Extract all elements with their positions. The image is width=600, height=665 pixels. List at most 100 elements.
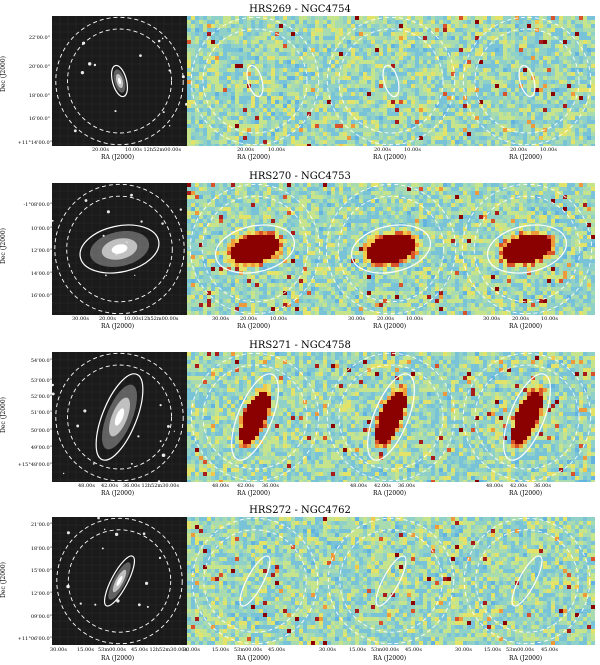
star <box>52 383 55 387</box>
star <box>179 208 183 211</box>
background-annulus-outer <box>189 183 321 315</box>
ra-tick: 10.00s12h52m00.00s <box>124 316 179 322</box>
dec-tick: +11°06'00.0" <box>17 636 52 642</box>
dec-tick: 10'00.0" <box>30 226 52 232</box>
ra-tick: 36.00s <box>534 483 551 489</box>
ra-tick: 20.00s <box>510 147 527 153</box>
ra-tick: 15.00s <box>484 647 501 653</box>
optical-image <box>52 16 187 146</box>
background-annulus-outer <box>461 183 593 315</box>
star <box>139 54 142 57</box>
background-annulus-outer <box>327 517 455 645</box>
star <box>79 602 82 605</box>
background-annulus-outer <box>56 517 183 645</box>
dec-tick: 14'00.0" <box>30 271 52 277</box>
x-axis-label: RA (J2000) <box>509 323 543 330</box>
galaxy-row-2: HRS270 - NGC4753 Dec (J2000) -1°08'00.0"… <box>0 171 600 333</box>
galaxy-ellipse <box>110 64 129 98</box>
galaxy <box>89 231 150 267</box>
ra-tick: 20.00s <box>240 316 257 322</box>
ra-tick: 15.00s <box>77 647 94 653</box>
y-axis-label: Dec (J2000) <box>0 397 7 433</box>
star <box>168 124 171 127</box>
ra-tick: 45.00s <box>405 647 422 653</box>
star <box>103 528 106 531</box>
optical-svg <box>52 16 187 146</box>
y-axis-label: Dec (J2000) <box>0 562 7 598</box>
dec-tick: 15'00.0" <box>30 568 52 574</box>
galaxy-ellipse <box>375 555 407 607</box>
x-axis-label: RA (J2000) <box>373 154 407 161</box>
star <box>166 424 170 428</box>
background-annulus-inner <box>337 195 445 303</box>
star <box>146 605 149 608</box>
star <box>62 472 65 475</box>
optical-svg <box>52 183 187 315</box>
background-annulus-inner <box>474 28 580 134</box>
ra-tick: 53m00.00s <box>98 647 126 653</box>
dec-tick: -1°08'00.0" <box>23 202 52 208</box>
map-svg <box>323 16 459 146</box>
background-annulus-outer <box>326 352 456 482</box>
far-ir-map-2 <box>323 183 459 315</box>
far-ir-map-1 <box>187 352 323 482</box>
map-svg <box>187 183 323 315</box>
galaxy-ellipse <box>503 373 551 461</box>
galaxy-ellipse <box>367 373 415 461</box>
dec-tick: 18'00.0" <box>28 93 50 99</box>
ra-tick: 20.00s <box>92 147 109 153</box>
galaxy-ellipse <box>231 373 279 461</box>
background-annulus-inner <box>67 529 172 633</box>
star <box>114 532 119 537</box>
background-annulus-outer <box>55 352 184 482</box>
dec-tick: 52'00.0" <box>30 394 52 400</box>
star <box>73 129 77 133</box>
galaxy <box>108 562 131 600</box>
far-ir-map-3 <box>459 517 595 645</box>
ra-tick: 42.00s <box>374 483 391 489</box>
ra-tick: 48.00s <box>78 483 95 489</box>
galaxy-row-1: HRS269 - NGC4754 Dec (J2000) 22'00.0" 20… <box>0 4 600 164</box>
far-ir-map-2 <box>323 16 459 146</box>
star <box>137 603 141 607</box>
ra-tick: 10.00s <box>540 147 557 153</box>
x-axis-label: RA (J2000) <box>373 655 407 662</box>
ra-tick: 30.00s <box>319 647 336 653</box>
aperture-ellipses <box>511 555 543 607</box>
far-ir-map-1 <box>187 517 323 645</box>
ra-tick: 10.00s <box>270 316 287 322</box>
map-svg <box>187 517 323 645</box>
aperture-ellipses <box>503 373 551 461</box>
ra-tick: 53m00.00s <box>506 647 534 653</box>
map-svg <box>187 352 323 482</box>
star <box>130 462 133 465</box>
ra-tick: 30.00s <box>50 647 67 653</box>
aperture-ellipses <box>231 373 279 461</box>
star <box>116 599 120 603</box>
ra-tick: 30.00s <box>455 647 472 653</box>
ra-tick: 42.00s <box>101 483 118 489</box>
star <box>101 547 104 550</box>
galaxy-ellipse <box>246 64 264 98</box>
dec-tick: 18'00.0" <box>30 546 52 552</box>
aperture-ellipses <box>350 224 432 274</box>
ra-tick: 15.00s <box>212 647 229 653</box>
aperture-ellipses <box>246 64 264 98</box>
ra-tick: 53m00.00s <box>371 647 399 653</box>
map-svg <box>459 352 595 482</box>
background-annulus-inner <box>475 529 579 633</box>
star <box>173 430 175 432</box>
aperture-ellipses <box>239 555 271 607</box>
x-axis-label: RA (J2000) <box>509 154 543 161</box>
x-axis-label: RA (J2000) <box>101 154 135 161</box>
star <box>159 440 162 443</box>
ra-tick: 20.00s <box>512 316 529 322</box>
far-ir-map-2 <box>323 352 459 482</box>
aperture-ellipses <box>382 64 400 98</box>
optical-svg <box>52 352 187 482</box>
optical-image <box>52 183 187 315</box>
optical-image <box>52 352 187 482</box>
star <box>83 409 87 413</box>
ra-tick: 45.00s <box>268 647 285 653</box>
ra-tick: 10.00s <box>541 316 558 322</box>
